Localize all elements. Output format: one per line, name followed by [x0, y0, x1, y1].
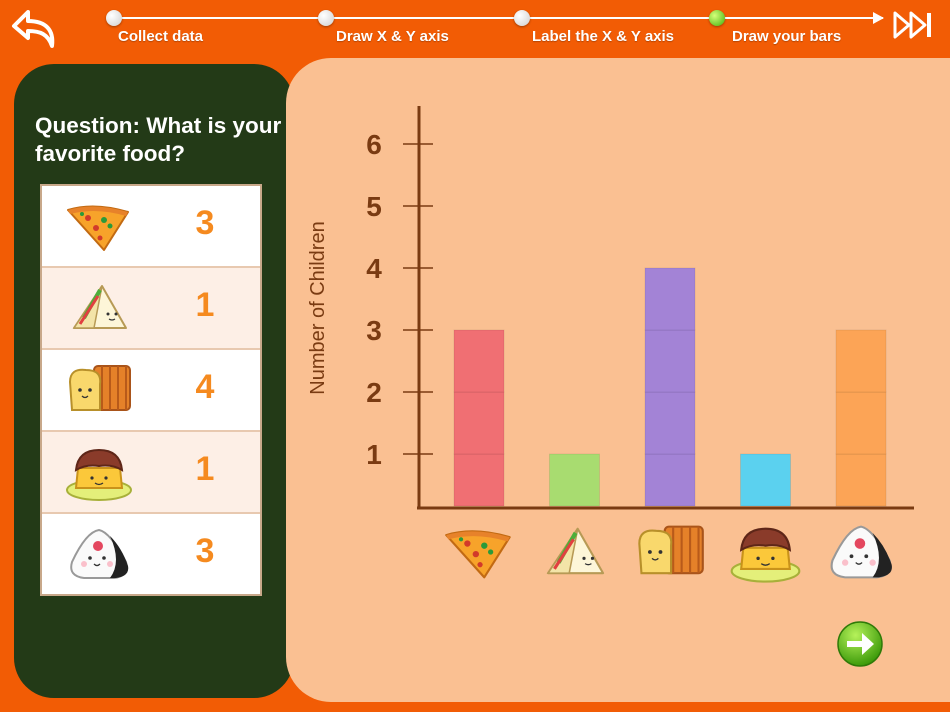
step-label: Draw your bars — [732, 28, 842, 45]
y-tick-label: 4 — [366, 253, 382, 284]
pizza-icon — [445, 530, 511, 579]
step-label: Collect data — [118, 28, 204, 45]
bar-chart: 1 2 3 4 5 6 Number of Children — [307, 106, 914, 583]
progress-arrow — [873, 12, 884, 24]
bar-block — [835, 391, 887, 455]
sandwich-icon — [548, 529, 603, 573]
bar-block — [644, 391, 696, 455]
skip-forward-button[interactable] — [893, 9, 939, 41]
bar-block — [453, 329, 505, 393]
pudding-icon — [64, 442, 134, 502]
rice-ball-icon — [64, 524, 134, 584]
tally-count: 3 — [195, 204, 215, 242]
bar-block — [644, 329, 696, 393]
tally-row: 4 — [42, 350, 260, 432]
y-tick-label: 3 — [366, 315, 382, 346]
tally-count: 1 — [195, 450, 215, 488]
bread-icon — [64, 360, 134, 420]
pizza-icon — [64, 196, 134, 256]
bar-block — [453, 453, 505, 507]
pudding-icon — [730, 527, 801, 583]
fast-forward-icon — [893, 11, 931, 39]
bar-block — [644, 453, 696, 507]
tally-count: 3 — [195, 532, 215, 570]
sandwich-icon — [64, 278, 134, 338]
question-text: Question: What is your favorite food? — [35, 113, 282, 166]
y-tick-label: 5 — [366, 191, 382, 222]
step-label: Draw X & Y axis — [336, 28, 449, 45]
tally-row: 3 — [42, 186, 260, 268]
bar-block — [835, 329, 887, 393]
back-button[interactable] — [10, 4, 64, 54]
bar-block — [740, 453, 791, 507]
question-panel: Question: What is your favorite food? 3 … — [14, 64, 294, 698]
step-dot — [106, 10, 122, 26]
bread-icon — [638, 525, 704, 575]
y-tick-label: 2 — [366, 377, 382, 408]
progress-line — [113, 17, 883, 19]
step-label: Label the X & Y axis — [532, 28, 675, 45]
bar-block — [835, 453, 887, 507]
step-dot — [318, 10, 334, 26]
y-tick-label: 1 — [366, 439, 382, 470]
bar-block — [549, 453, 600, 507]
tally-table: 3 1 4 1 3 — [40, 184, 262, 596]
tally-count: 1 — [195, 286, 215, 324]
bar-block — [453, 391, 505, 455]
tally-count: 4 — [195, 368, 215, 406]
back-arrow-icon — [12, 10, 55, 48]
y-axis-label: Number of Children — [307, 221, 329, 394]
step-dot-active — [709, 10, 725, 26]
tally-row: 3 — [42, 514, 260, 594]
chart-panel: 1 2 3 4 5 6 Number of Children — [286, 58, 950, 702]
tally-row: 1 — [42, 268, 260, 350]
arrow-right-icon — [837, 621, 883, 667]
step-dot — [514, 10, 530, 26]
next-button[interactable] — [836, 620, 884, 668]
tally-row: 1 — [42, 432, 260, 514]
rice-ball-icon — [830, 525, 893, 579]
bar-block — [644, 267, 696, 331]
y-tick-label: 6 — [366, 129, 382, 160]
